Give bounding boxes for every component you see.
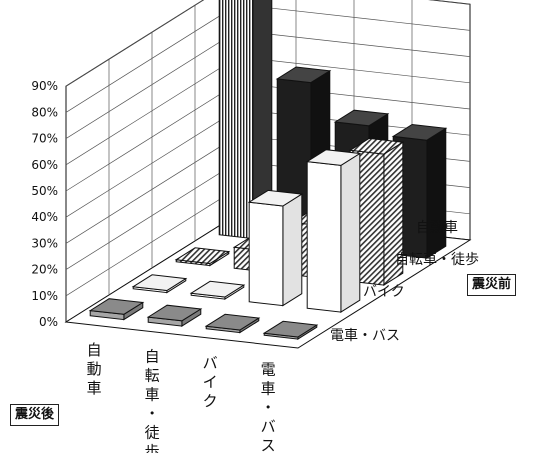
bar-top	[275, 66, 332, 84]
bar-top	[262, 320, 319, 338]
y-category-label: バイク	[363, 284, 405, 300]
x-category-label: バ	[261, 417, 276, 435]
y-category-label: 自動車	[416, 219, 458, 236]
bar-top	[204, 313, 261, 331]
bar-front	[306, 161, 342, 313]
bar-top	[131, 274, 188, 292]
z-tick-label: 50%	[31, 184, 58, 198]
bar-top	[189, 280, 246, 298]
bar-top	[174, 247, 231, 265]
z-tick-label: 30%	[31, 236, 58, 250]
bar-top	[88, 298, 145, 315]
x-category-label: 車	[87, 379, 102, 397]
x-category-label: ・	[145, 404, 160, 422]
bar	[262, 320, 319, 341]
x-category-label: バ	[203, 354, 218, 372]
x-category-label: 歩	[145, 442, 160, 453]
bar-top	[333, 109, 390, 127]
y-category-label: 電車・バス	[330, 327, 400, 344]
bar	[305, 149, 362, 314]
x-category-label: 転	[145, 366, 160, 384]
bar-top	[348, 137, 405, 155]
x-category-label: 車	[261, 379, 276, 397]
x-category-label: ・	[261, 398, 276, 416]
z-axis-ticks: 0% 10% 20% 30% 40% 50% 60% 70% 80% 90%	[31, 79, 58, 329]
gridline	[65, 0, 471, 87]
bar-top	[247, 189, 304, 207]
bars	[88, 0, 448, 341]
bar-top	[305, 149, 362, 166]
bar	[204, 313, 261, 334]
z-tick-label: 60%	[31, 158, 58, 172]
x-category-label: 自	[87, 341, 102, 359]
bar-front	[218, 0, 254, 240]
y-category-label: 自転車・徒歩	[395, 251, 479, 268]
bar	[189, 280, 246, 301]
x-category-label: 動	[87, 360, 102, 378]
z-tick-label: 90%	[31, 79, 58, 93]
x-category-label: イ	[203, 373, 218, 391]
z-tick-label: 10%	[31, 289, 58, 303]
z-tick-label: 20%	[31, 263, 58, 277]
x-category-label: ク	[203, 392, 218, 410]
bar	[146, 304, 203, 328]
x-category-label: 徒	[145, 423, 160, 441]
bar	[174, 247, 231, 267]
x-category-label: 電	[261, 360, 276, 378]
z-tick-label: 80%	[31, 105, 58, 119]
bar-side	[426, 127, 447, 260]
z-tick-label: 40%	[31, 210, 58, 224]
z-tick-label: 70%	[31, 132, 58, 146]
bar	[131, 274, 188, 294]
z-tick-label: 0%	[39, 315, 58, 329]
bar-side	[282, 193, 303, 307]
bar-front	[248, 201, 284, 307]
bar-top	[391, 123, 448, 141]
bar-top	[146, 304, 203, 322]
bar	[88, 298, 145, 321]
y-axis-title: 震災前	[467, 274, 517, 296]
x-category-label: 自	[145, 347, 160, 365]
x-category-label: ス	[261, 436, 276, 453]
x-category-label: 車	[145, 385, 160, 403]
x-axis-title: 震災後	[10, 404, 60, 426]
bar-side	[340, 152, 361, 314]
bar	[247, 189, 304, 307]
